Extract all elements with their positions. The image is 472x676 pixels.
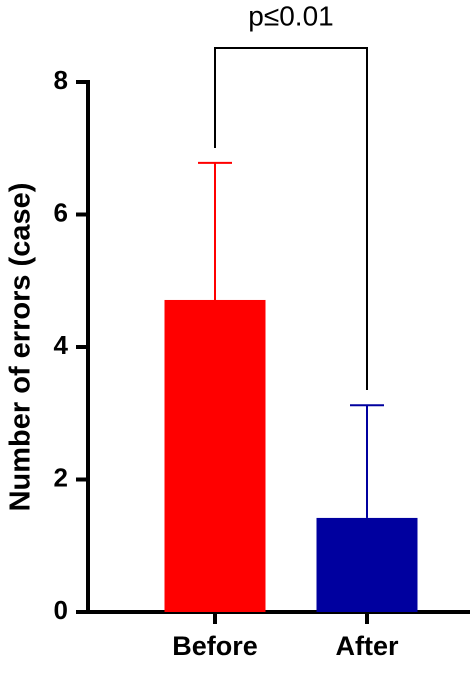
y-tick-label: 2 (54, 462, 68, 492)
y-axis-label: Number of errors (case) (5, 183, 37, 512)
significance-bracket (214, 47, 368, 390)
y-tick-label: 4 (54, 330, 69, 360)
annotation: p≤0.01 (248, 0, 333, 31)
x-tick-label: Before (172, 631, 258, 661)
y-tick-label: 8 (54, 65, 68, 95)
x-tick-label: After (335, 631, 398, 661)
y-tick-label: 6 (54, 197, 68, 227)
bar (316, 517, 418, 612)
y-tick-label: 0 (54, 595, 68, 625)
bar (164, 299, 266, 612)
